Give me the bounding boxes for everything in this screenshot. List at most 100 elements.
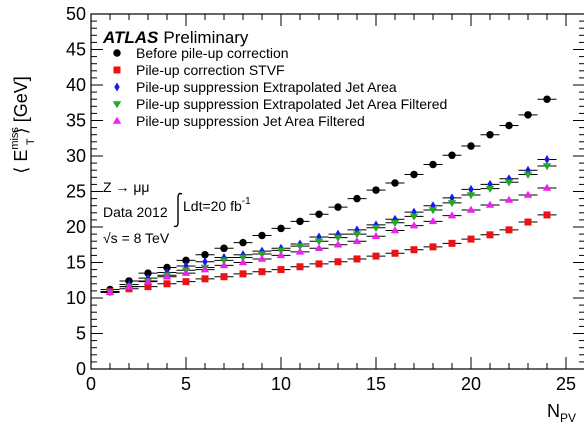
data-point — [181, 268, 191, 276]
data-point — [543, 211, 551, 219]
legend-label: Pile-up suppression Extrapolated Jet Are… — [136, 79, 397, 95]
data-point — [201, 275, 209, 283]
data-point — [505, 226, 513, 234]
data-point — [542, 183, 552, 191]
data-point — [124, 282, 134, 290]
x-axis-label-main: N — [547, 401, 560, 421]
atlas-status: Preliminary — [163, 28, 249, 47]
data-point — [144, 269, 152, 277]
axis-ticks — [90, 13, 584, 370]
legend-marker — [113, 66, 121, 74]
data-point — [448, 239, 456, 247]
data-point — [486, 231, 494, 239]
x-tick-label: 20 — [461, 374, 481, 394]
data-point — [466, 205, 476, 213]
data-point — [201, 250, 209, 259]
data-point — [371, 231, 381, 239]
data-point — [182, 256, 190, 265]
legend-marker — [112, 116, 122, 124]
series-4 — [100, 183, 557, 296]
data-point — [467, 142, 475, 150]
data-point — [485, 185, 495, 193]
data-point — [295, 243, 305, 251]
y-axis-label-sub: T — [25, 138, 37, 145]
y-tick-label: 35 — [66, 111, 86, 131]
series-1 — [100, 211, 557, 296]
y-tick-label: 50 — [66, 4, 86, 24]
data-point — [467, 235, 475, 243]
x-axis-label-sub: PV — [560, 411, 576, 425]
data-points — [100, 95, 557, 297]
data-point — [542, 163, 552, 171]
data-point — [353, 194, 361, 203]
data-point — [371, 224, 381, 232]
data-point — [257, 254, 267, 262]
legend-label: Pile-up suppression Extrapolated Jet Are… — [136, 96, 447, 112]
data-point — [428, 207, 438, 215]
data-point — [410, 246, 418, 254]
data-point — [295, 247, 305, 255]
data-point — [219, 261, 229, 269]
data-point — [523, 171, 533, 179]
process-label: Z → μμ — [103, 179, 149, 195]
data-point — [315, 210, 323, 218]
y-tick-label: 5 — [76, 324, 86, 344]
series-0 — [100, 95, 557, 294]
data-point — [182, 278, 190, 286]
data-point — [486, 130, 494, 139]
legend-marker — [113, 49, 121, 57]
y-tick-label: 30 — [66, 146, 86, 166]
data-point — [296, 217, 304, 226]
atlas-experiment: ATLAS — [102, 28, 159, 47]
data-point — [409, 213, 419, 221]
data-point — [543, 95, 551, 103]
data-point — [352, 231, 362, 239]
data-point — [523, 190, 533, 198]
data-point — [163, 263, 171, 272]
data-point — [334, 258, 342, 266]
y-tick-label: 40 — [66, 75, 86, 95]
data-point — [372, 252, 380, 260]
y-tick-label: 15 — [66, 253, 86, 273]
data-point — [390, 226, 400, 234]
legend-label: Pile-up suppression Jet Area Filtered — [136, 113, 365, 129]
data-point — [202, 257, 208, 267]
data-point — [524, 111, 532, 119]
data-point — [239, 238, 247, 247]
data-point — [447, 211, 457, 219]
data-point — [144, 283, 152, 291]
legend-label: Pile-up correction STVF — [136, 62, 285, 78]
data-point — [296, 263, 304, 271]
y-tick-label: 45 — [66, 40, 86, 60]
data-point — [239, 270, 247, 278]
legend-marker — [112, 101, 122, 109]
data-point — [258, 231, 266, 240]
y-tick-label: 0 — [76, 359, 86, 379]
energy-label: √s = 8 TeV — [103, 230, 170, 246]
data-point — [200, 265, 210, 273]
data-point — [505, 121, 513, 130]
data-point — [391, 249, 399, 257]
x-tick-label: 5 — [181, 374, 191, 394]
data-point — [447, 200, 457, 208]
data-point — [544, 155, 550, 165]
legend-label: Before pile-up correction — [136, 45, 289, 61]
data-point — [333, 240, 343, 248]
data-point — [334, 203, 342, 211]
data-point — [162, 272, 172, 280]
series-2 — [100, 155, 557, 297]
integral-sign-icon — [173, 192, 183, 228]
series-3 — [100, 163, 557, 297]
y-axis-label: ⟨ Emiss T ⟩ [GeV] — [9, 76, 37, 173]
data-point — [448, 151, 456, 160]
data-point — [390, 219, 400, 227]
luminosity-value: Ldt=20 fb — [183, 198, 242, 214]
x-tick-label: 0 — [86, 374, 96, 394]
y-axis-label-right: ⟩ [GeV] — [11, 76, 31, 134]
y-tick-label: 20 — [66, 217, 86, 237]
data-point — [314, 238, 324, 246]
luminosity-exp: -1 — [242, 196, 251, 207]
data-point — [409, 221, 419, 229]
